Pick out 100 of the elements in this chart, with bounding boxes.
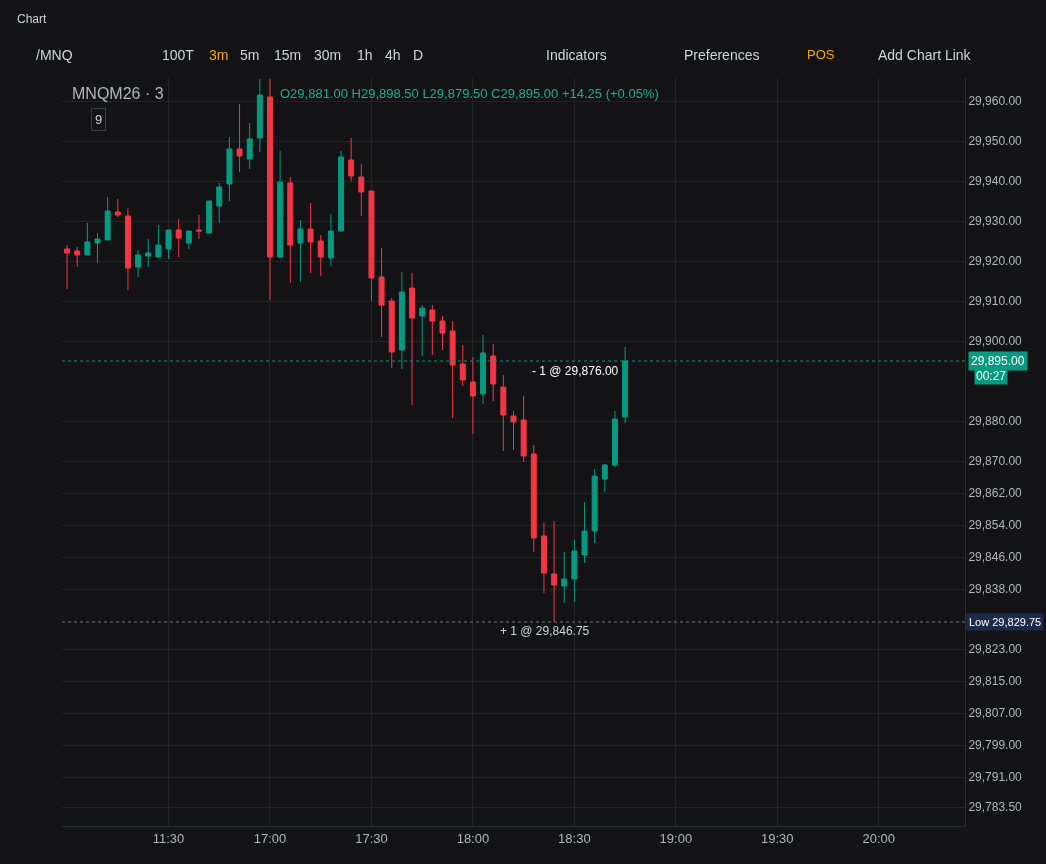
- candlestick: [165, 229, 172, 260]
- x-tick-label: 18:30: [558, 830, 591, 846]
- y-tick-label: 29,920.00: [968, 254, 1023, 269]
- candlestick: [429, 304, 436, 356]
- y-tick-label: 29,807.00: [968, 706, 1023, 721]
- text: O29,881.00 H29,898.50 L29,879.50 C29,895.00 +14.25 (+0.05%): [280, 86, 659, 101]
- candlestick: [145, 238, 152, 268]
- x-tick-label: 11:30: [152, 830, 185, 846]
- y-tick-label: 29,870.00: [968, 454, 1023, 469]
- candlestick: [64, 244, 71, 290]
- candlestick: [601, 463, 608, 493]
- candlestick: [317, 234, 324, 277]
- candlestick: [135, 249, 142, 278]
- text: D: [413, 47, 424, 63]
- y-tick-label: 29,823.00: [968, 642, 1023, 657]
- text: 4h: [385, 47, 401, 63]
- y-tick-label: 29,862.00: [968, 486, 1023, 501]
- annotation: - 1 @ 29,876.00: [532, 364, 619, 378]
- text: Preferences: [684, 47, 760, 63]
- annotation: 9: [95, 112, 103, 127]
- text: 5m: [240, 47, 260, 63]
- candlestick: [277, 150, 284, 259]
- x-tick-label: 17:00: [253, 830, 287, 846]
- text: /MNQ: [36, 47, 73, 63]
- candlestick: [449, 320, 456, 419]
- candlestick: [236, 103, 243, 173]
- candlestick: [206, 200, 213, 234]
- candlestick: [358, 163, 365, 217]
- candlestick: [114, 198, 121, 218]
- x-tick-label: 20:00: [862, 830, 896, 846]
- candlestick: [571, 539, 578, 603]
- candlestick: [84, 222, 91, 256]
- candlestick: [104, 196, 111, 241]
- text: 1h: [357, 47, 373, 63]
- y-tick-label: 29,900.00: [968, 334, 1023, 349]
- x-tick-label: 17:30: [355, 830, 388, 846]
- candlestick: [195, 214, 202, 240]
- candlestick: [378, 247, 385, 338]
- candlestick: [124, 207, 131, 291]
- candlestick: [469, 356, 476, 435]
- candlestick: [459, 344, 466, 387]
- y-tick-label: 29,910.00: [968, 294, 1023, 309]
- candlestick: [551, 520, 558, 623]
- candlestick: [287, 176, 294, 284]
- text: Add Chart Link: [878, 47, 972, 63]
- ref-line-label: 29,895.00: [971, 354, 1025, 368]
- candlestick: [591, 468, 598, 544]
- candlestick: [611, 410, 618, 468]
- candlestick: [338, 150, 344, 232]
- y-tick-label: 29,783.50: [968, 800, 1023, 815]
- y-tick-label: 29,940.00: [968, 174, 1023, 189]
- y-tick-label: 29,930.00: [968, 214, 1023, 229]
- candlestick: [74, 246, 81, 268]
- y-tick-label: 29,838.00: [968, 582, 1023, 597]
- text: 100T: [162, 47, 195, 63]
- candlestick: [540, 522, 547, 594]
- candlestick: [256, 78, 263, 153]
- text: 00:27: [976, 369, 1007, 383]
- y-tick-label: 29,950.00: [968, 134, 1023, 149]
- candlestick: [155, 224, 162, 258]
- candlestick: [530, 444, 537, 553]
- x-tick-label: 18:00: [456, 830, 490, 846]
- candlestick: [520, 395, 527, 463]
- y-tick-label: 29,815.00: [968, 674, 1023, 689]
- y-tick-label: 29,846.00: [968, 550, 1023, 565]
- chart-title: MNQM26 · 3: [72, 85, 164, 102]
- text: Chart: [17, 12, 48, 26]
- candlestick: [297, 219, 304, 283]
- y-tick-label: 29,880.00: [968, 414, 1023, 429]
- x-tick-label: 19:30: [761, 830, 794, 846]
- candlestick: [419, 304, 426, 357]
- candlestick: [490, 343, 497, 402]
- y-tick-label: 29,960.00: [968, 94, 1023, 109]
- text: 30m: [314, 47, 342, 63]
- candlestick: [216, 182, 223, 224]
- candlestick: [175, 218, 182, 258]
- candlestick: [510, 410, 517, 451]
- candlestick: [327, 213, 334, 267]
- candlestick: [581, 501, 588, 564]
- text: 3m: [209, 47, 229, 63]
- candlestick: [185, 230, 192, 250]
- candlestick: [246, 122, 253, 170]
- y-tick-label: 29,791.00: [968, 770, 1023, 785]
- annotation: + 1 @ 29,846.75: [500, 624, 590, 638]
- text: 15m: [274, 47, 302, 63]
- candlestick: [388, 297, 395, 369]
- candlestick: [409, 272, 416, 406]
- candlestick: [439, 315, 446, 351]
- ref-line-label: Low 29,829.75: [969, 616, 1042, 628]
- candlestick: [348, 137, 355, 182]
- y-tick-label: 29,854.00: [968, 518, 1023, 533]
- text: Indicators: [546, 47, 607, 63]
- y-tick-label: 29,799.00: [968, 738, 1023, 753]
- candlestick: [307, 202, 314, 274]
- candlestick: [561, 551, 568, 604]
- candlestick: [94, 232, 101, 264]
- candlestick: [500, 374, 507, 452]
- candlestick: [267, 78, 273, 301]
- candlestick: [226, 136, 233, 202]
- candlestick: [368, 190, 375, 302]
